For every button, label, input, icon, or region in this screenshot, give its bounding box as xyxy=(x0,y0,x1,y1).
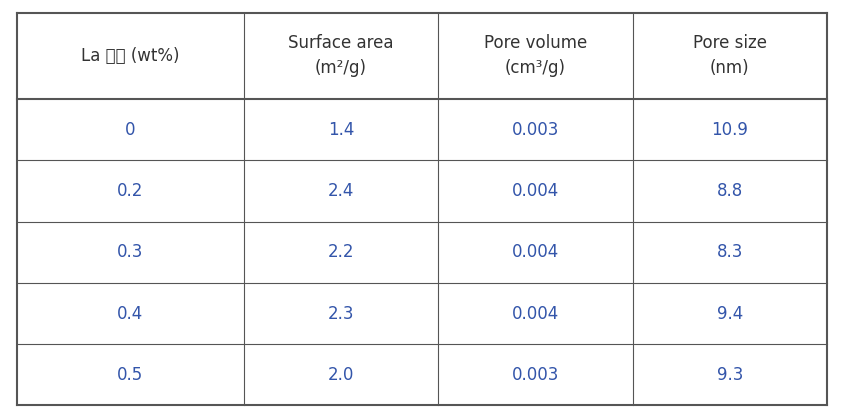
Text: 0.003: 0.003 xyxy=(511,366,559,384)
Text: 0.003: 0.003 xyxy=(511,121,559,139)
Text: 8.3: 8.3 xyxy=(717,243,743,261)
Text: 2.4: 2.4 xyxy=(327,182,354,200)
Text: Surface area
(m²/g): Surface area (m²/g) xyxy=(289,34,394,77)
Text: 9.3: 9.3 xyxy=(717,366,743,384)
Text: Pore volume
(cm³/g): Pore volume (cm³/g) xyxy=(484,34,587,77)
Text: 0.2: 0.2 xyxy=(117,182,143,200)
Text: La 함량 (wt%): La 함량 (wt%) xyxy=(81,47,180,65)
Text: 1.4: 1.4 xyxy=(327,121,354,139)
Text: 0.004: 0.004 xyxy=(511,182,559,200)
Text: 0.004: 0.004 xyxy=(511,243,559,261)
Text: 0.5: 0.5 xyxy=(117,366,143,384)
Text: 0.3: 0.3 xyxy=(117,243,143,261)
Text: 2.0: 2.0 xyxy=(327,366,354,384)
Text: 0.4: 0.4 xyxy=(117,305,143,323)
Text: 10.9: 10.9 xyxy=(711,121,749,139)
Text: 0: 0 xyxy=(125,121,136,139)
Text: 2.2: 2.2 xyxy=(327,243,354,261)
Text: 8.8: 8.8 xyxy=(717,182,743,200)
Text: Pore size
(nm): Pore size (nm) xyxy=(693,34,767,77)
Text: 2.3: 2.3 xyxy=(327,305,354,323)
Text: 9.4: 9.4 xyxy=(717,305,743,323)
Text: 0.004: 0.004 xyxy=(511,305,559,323)
